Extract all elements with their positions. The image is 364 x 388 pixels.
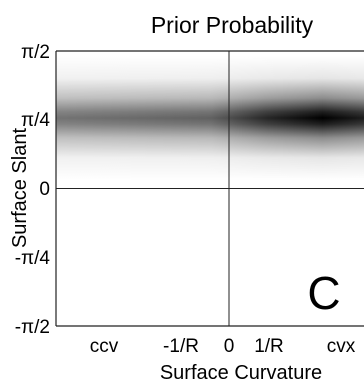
x-tick-label: 0 bbox=[224, 336, 235, 357]
y-axis-label: Surface Slant bbox=[9, 128, 31, 249]
x-tick-label: cvx bbox=[327, 336, 356, 357]
x-tick-label: ccv bbox=[90, 336, 119, 357]
y-tick-label: 0 bbox=[39, 179, 50, 200]
reference-lines bbox=[56, 51, 364, 326]
x-axis-label: Surface Curvature bbox=[160, 362, 322, 384]
y-tick-label: π/2 bbox=[21, 42, 50, 63]
y-ticks: π/2 π/4 0 -π/4 -π/2 bbox=[15, 42, 51, 338]
chart-title: Prior Probability bbox=[151, 12, 314, 38]
panel-label: C bbox=[307, 267, 340, 319]
y-tick-label: π/4 bbox=[21, 110, 50, 131]
y-tick-label: -π/2 bbox=[15, 317, 50, 338]
plot-frame bbox=[55, 50, 364, 327]
x-tick-label: -1/R bbox=[163, 336, 199, 357]
density-band-fade bbox=[56, 56, 364, 180]
y-tick-label: -π/4 bbox=[15, 248, 51, 269]
x-tick-label: 1/R bbox=[254, 336, 284, 357]
x-ticks: ccv -1/R 0 1/R cvx bbox=[90, 336, 356, 357]
